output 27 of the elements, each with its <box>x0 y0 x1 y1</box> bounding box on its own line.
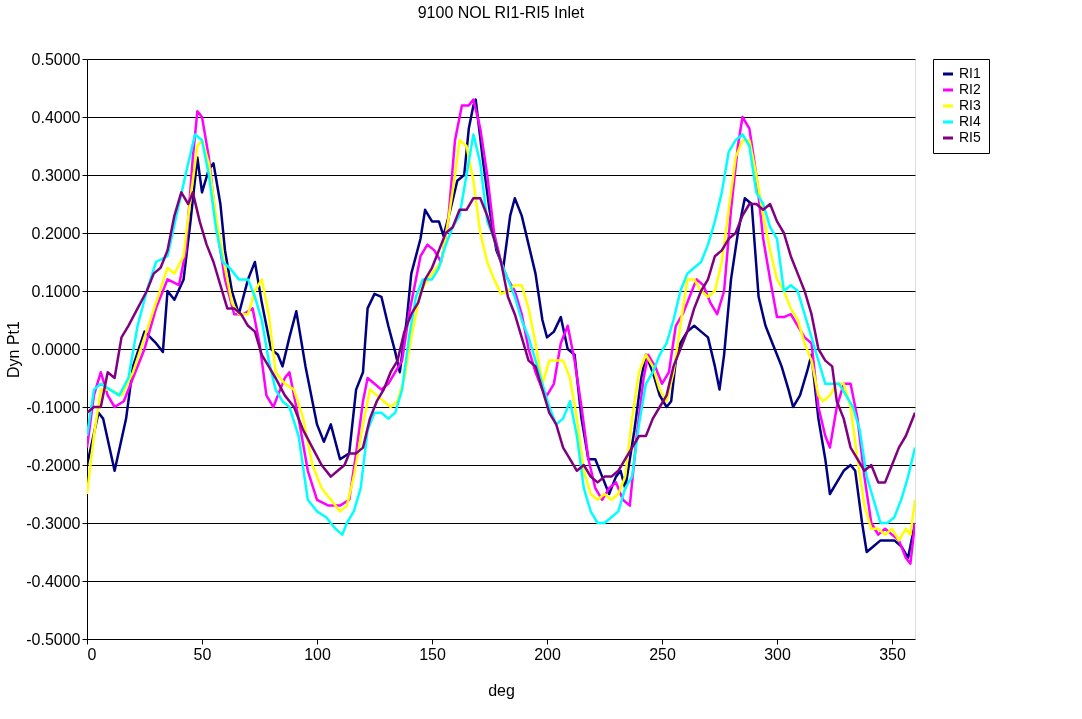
y-axis-title: Dyn Pt1 <box>5 320 23 378</box>
chart-title: 9100 NOL RI1-RI5 Inlet <box>417 4 585 21</box>
x-tick-label: 300 <box>764 645 791 663</box>
x-tick-label: 200 <box>534 645 561 663</box>
y-tick-label: 0.5000 <box>31 50 81 68</box>
x-tick-label: 250 <box>649 645 676 663</box>
x-tick-label: 100 <box>304 645 331 663</box>
x-axis-title: deg <box>488 681 515 699</box>
y-tick-label: 0.4000 <box>31 108 81 126</box>
y-tick-label: -0.2000 <box>26 456 81 474</box>
y-tick-label: -0.1000 <box>26 398 81 416</box>
legend-label: RI1 <box>959 65 981 81</box>
y-tick-label: -0.3000 <box>26 514 81 532</box>
y-tick-label: 0.0000 <box>31 340 81 358</box>
x-tick-label: 350 <box>879 645 906 663</box>
legend-label: RI4 <box>959 113 981 129</box>
x-tick-label: 50 <box>193 645 212 663</box>
y-tick-label: 0.1000 <box>31 282 81 300</box>
x-tick-label: 150 <box>419 645 446 663</box>
y-tick-label: 0.3000 <box>31 166 81 184</box>
legend-label: RI5 <box>959 129 981 145</box>
y-tick-label: -0.5000 <box>26 630 81 648</box>
legend-label: RI3 <box>959 97 981 113</box>
y-tick-label: -0.4000 <box>26 572 81 590</box>
x-tick-label: 0 <box>87 645 97 663</box>
legend-label: RI2 <box>959 81 981 97</box>
y-tick-label: 0.2000 <box>31 224 81 242</box>
